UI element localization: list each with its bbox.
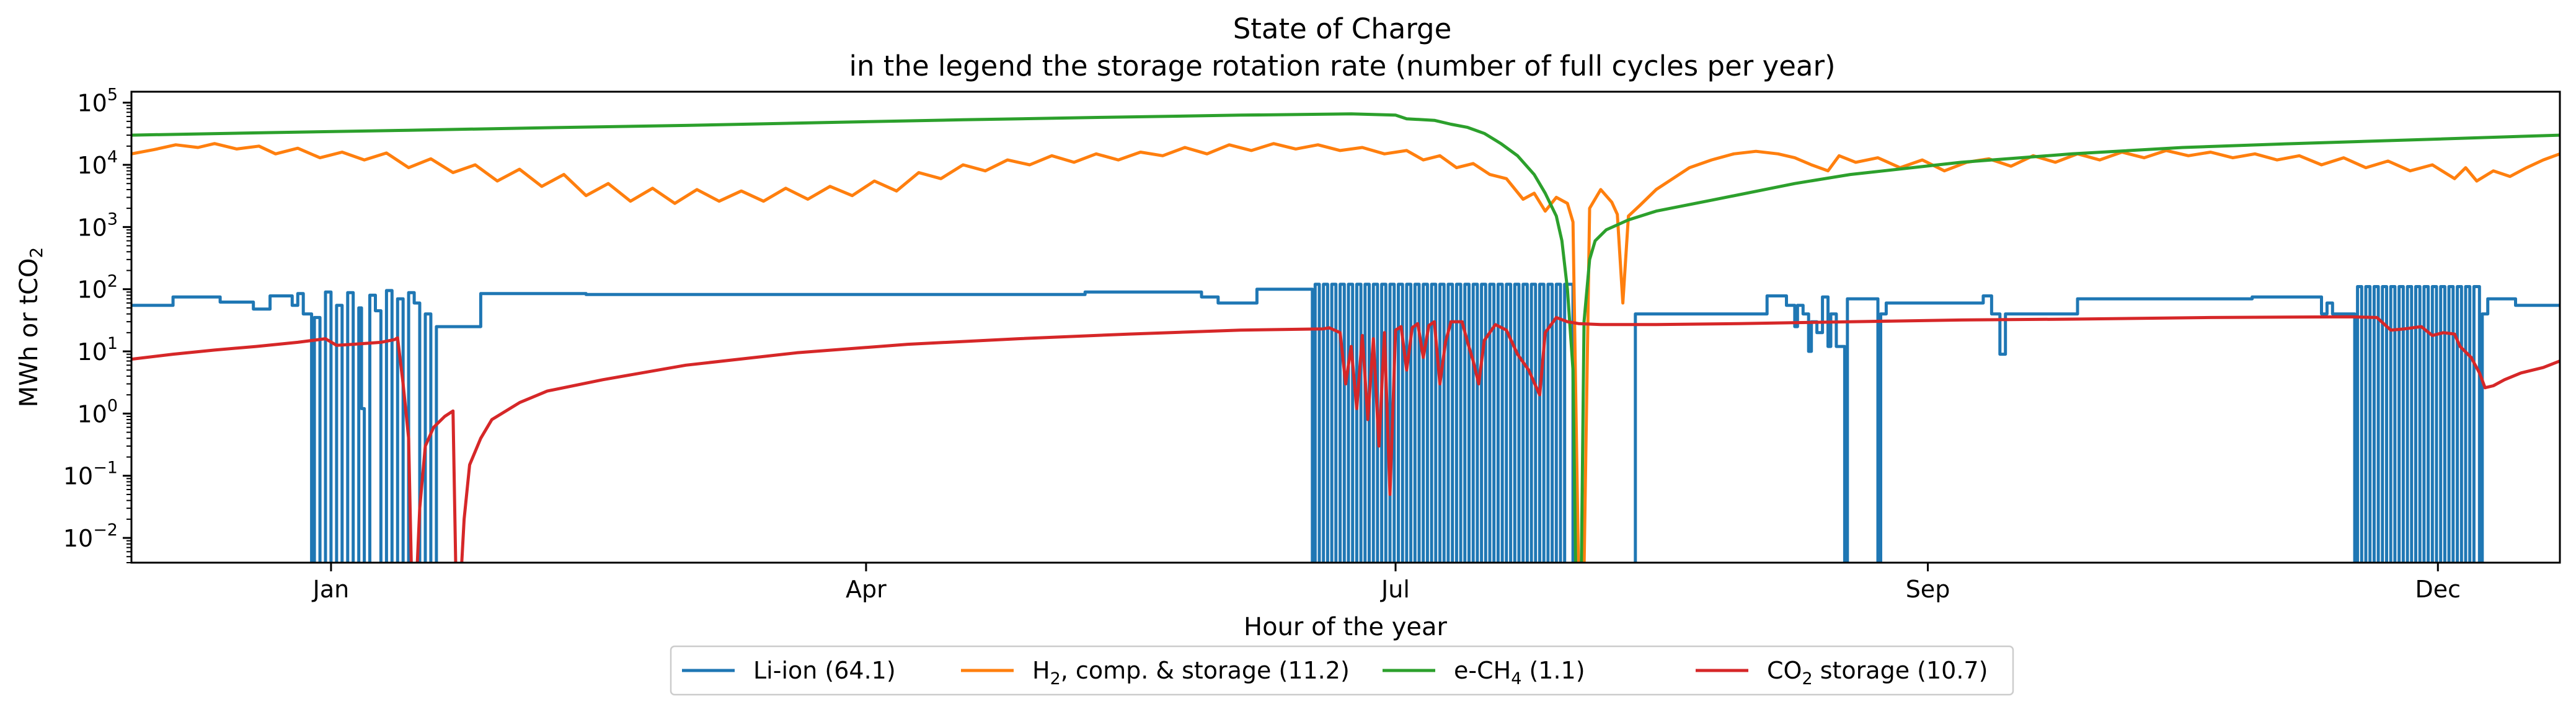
x-tick-label: Dec <box>2415 576 2461 603</box>
y-tick-exponent: 0 <box>107 396 118 415</box>
y-tick-label: 10−1 <box>63 459 118 490</box>
x-tick-label: Jan <box>312 576 350 603</box>
y-tick-exponent: 5 <box>107 86 118 105</box>
legend: Li-ion (64.1) H2, comp. & storage (11.2) e… <box>670 645 2014 696</box>
legend-label-ech4: e-CH4 (1.1) <box>1454 657 1585 688</box>
x-tick-label: Apr <box>846 576 887 603</box>
y-tick-base: 10 <box>77 90 107 117</box>
series-line-ech4 <box>131 112 2560 563</box>
y-tick-exponent: −2 <box>93 521 118 540</box>
y-tick-base: 10 <box>77 400 107 428</box>
plot-frame <box>130 90 2561 564</box>
series-line-h2 <box>131 142 2560 563</box>
series-layer <box>131 112 2560 563</box>
y-tick-label: 104 <box>77 147 118 179</box>
y-tick-label: 102 <box>77 272 118 304</box>
legend-text-part: Li-ion (64.1) <box>753 657 896 684</box>
y-tick-exponent: 2 <box>107 272 118 291</box>
x-tick-label: Jul <box>1380 576 1410 603</box>
y-tick-label: 100 <box>77 396 118 428</box>
y-tick-base: 10 <box>77 152 107 179</box>
y-tick-exponent: 1 <box>107 334 118 353</box>
y-tick-base: 10 <box>63 525 93 552</box>
x-tick-label: Sep <box>1906 576 1950 603</box>
y-tick-exponent: 4 <box>107 147 118 167</box>
y-tick-label: 101 <box>77 334 118 366</box>
x-axis-label: Hour of the year <box>1244 613 1447 641</box>
series-line-co2 <box>131 315 2560 563</box>
x-axis: Jan Apr Jul Sep Dec <box>312 563 2461 603</box>
legend-text-part: 2 <box>1050 669 1061 688</box>
y-tick-label: 10−2 <box>63 521 118 552</box>
legend-label-liion: Li-ion (64.1) <box>753 657 896 684</box>
legend-label-co2: CO2 storage (10.7) <box>1767 657 1988 688</box>
legend-text-part: CO <box>1767 657 1802 684</box>
y-tick-exponent: −1 <box>93 459 118 478</box>
legend-text-part: e-CH <box>1454 657 1511 684</box>
chart-subtitle: in the legend the storage rotation rate … <box>849 50 1835 82</box>
y-tick-label: 103 <box>77 209 118 241</box>
y-axis-label-main: MWh or tCO <box>15 258 43 407</box>
legend-text-part: , comp. & storage (11.2) <box>1061 657 1350 684</box>
legend-text-part: 2 <box>1802 669 1812 688</box>
y-tick-base: 10 <box>77 338 107 366</box>
legend-text-part: H <box>1032 657 1050 684</box>
y-axis-label-sub: 2 <box>26 247 46 258</box>
y-tick-base: 10 <box>63 463 93 490</box>
legend-text-part: (1.1) <box>1521 657 1585 684</box>
chart-title: State of Charge <box>1233 12 1452 45</box>
legend-text-part: storage (10.7) <box>1813 657 1988 684</box>
legend-frame <box>670 645 2014 696</box>
y-tick-exponent: 3 <box>107 209 118 229</box>
legend-text-part: 4 <box>1511 669 1521 688</box>
y-tick-label: 105 <box>77 86 118 117</box>
series-line-liion <box>131 283 2560 563</box>
y-tick-base: 10 <box>77 276 107 304</box>
y-tick-base: 10 <box>77 214 107 241</box>
y-axis-label: MWh or tCO2 <box>15 247 46 408</box>
legend-label-h2: H2, comp. & storage (11.2) <box>1032 657 1350 688</box>
